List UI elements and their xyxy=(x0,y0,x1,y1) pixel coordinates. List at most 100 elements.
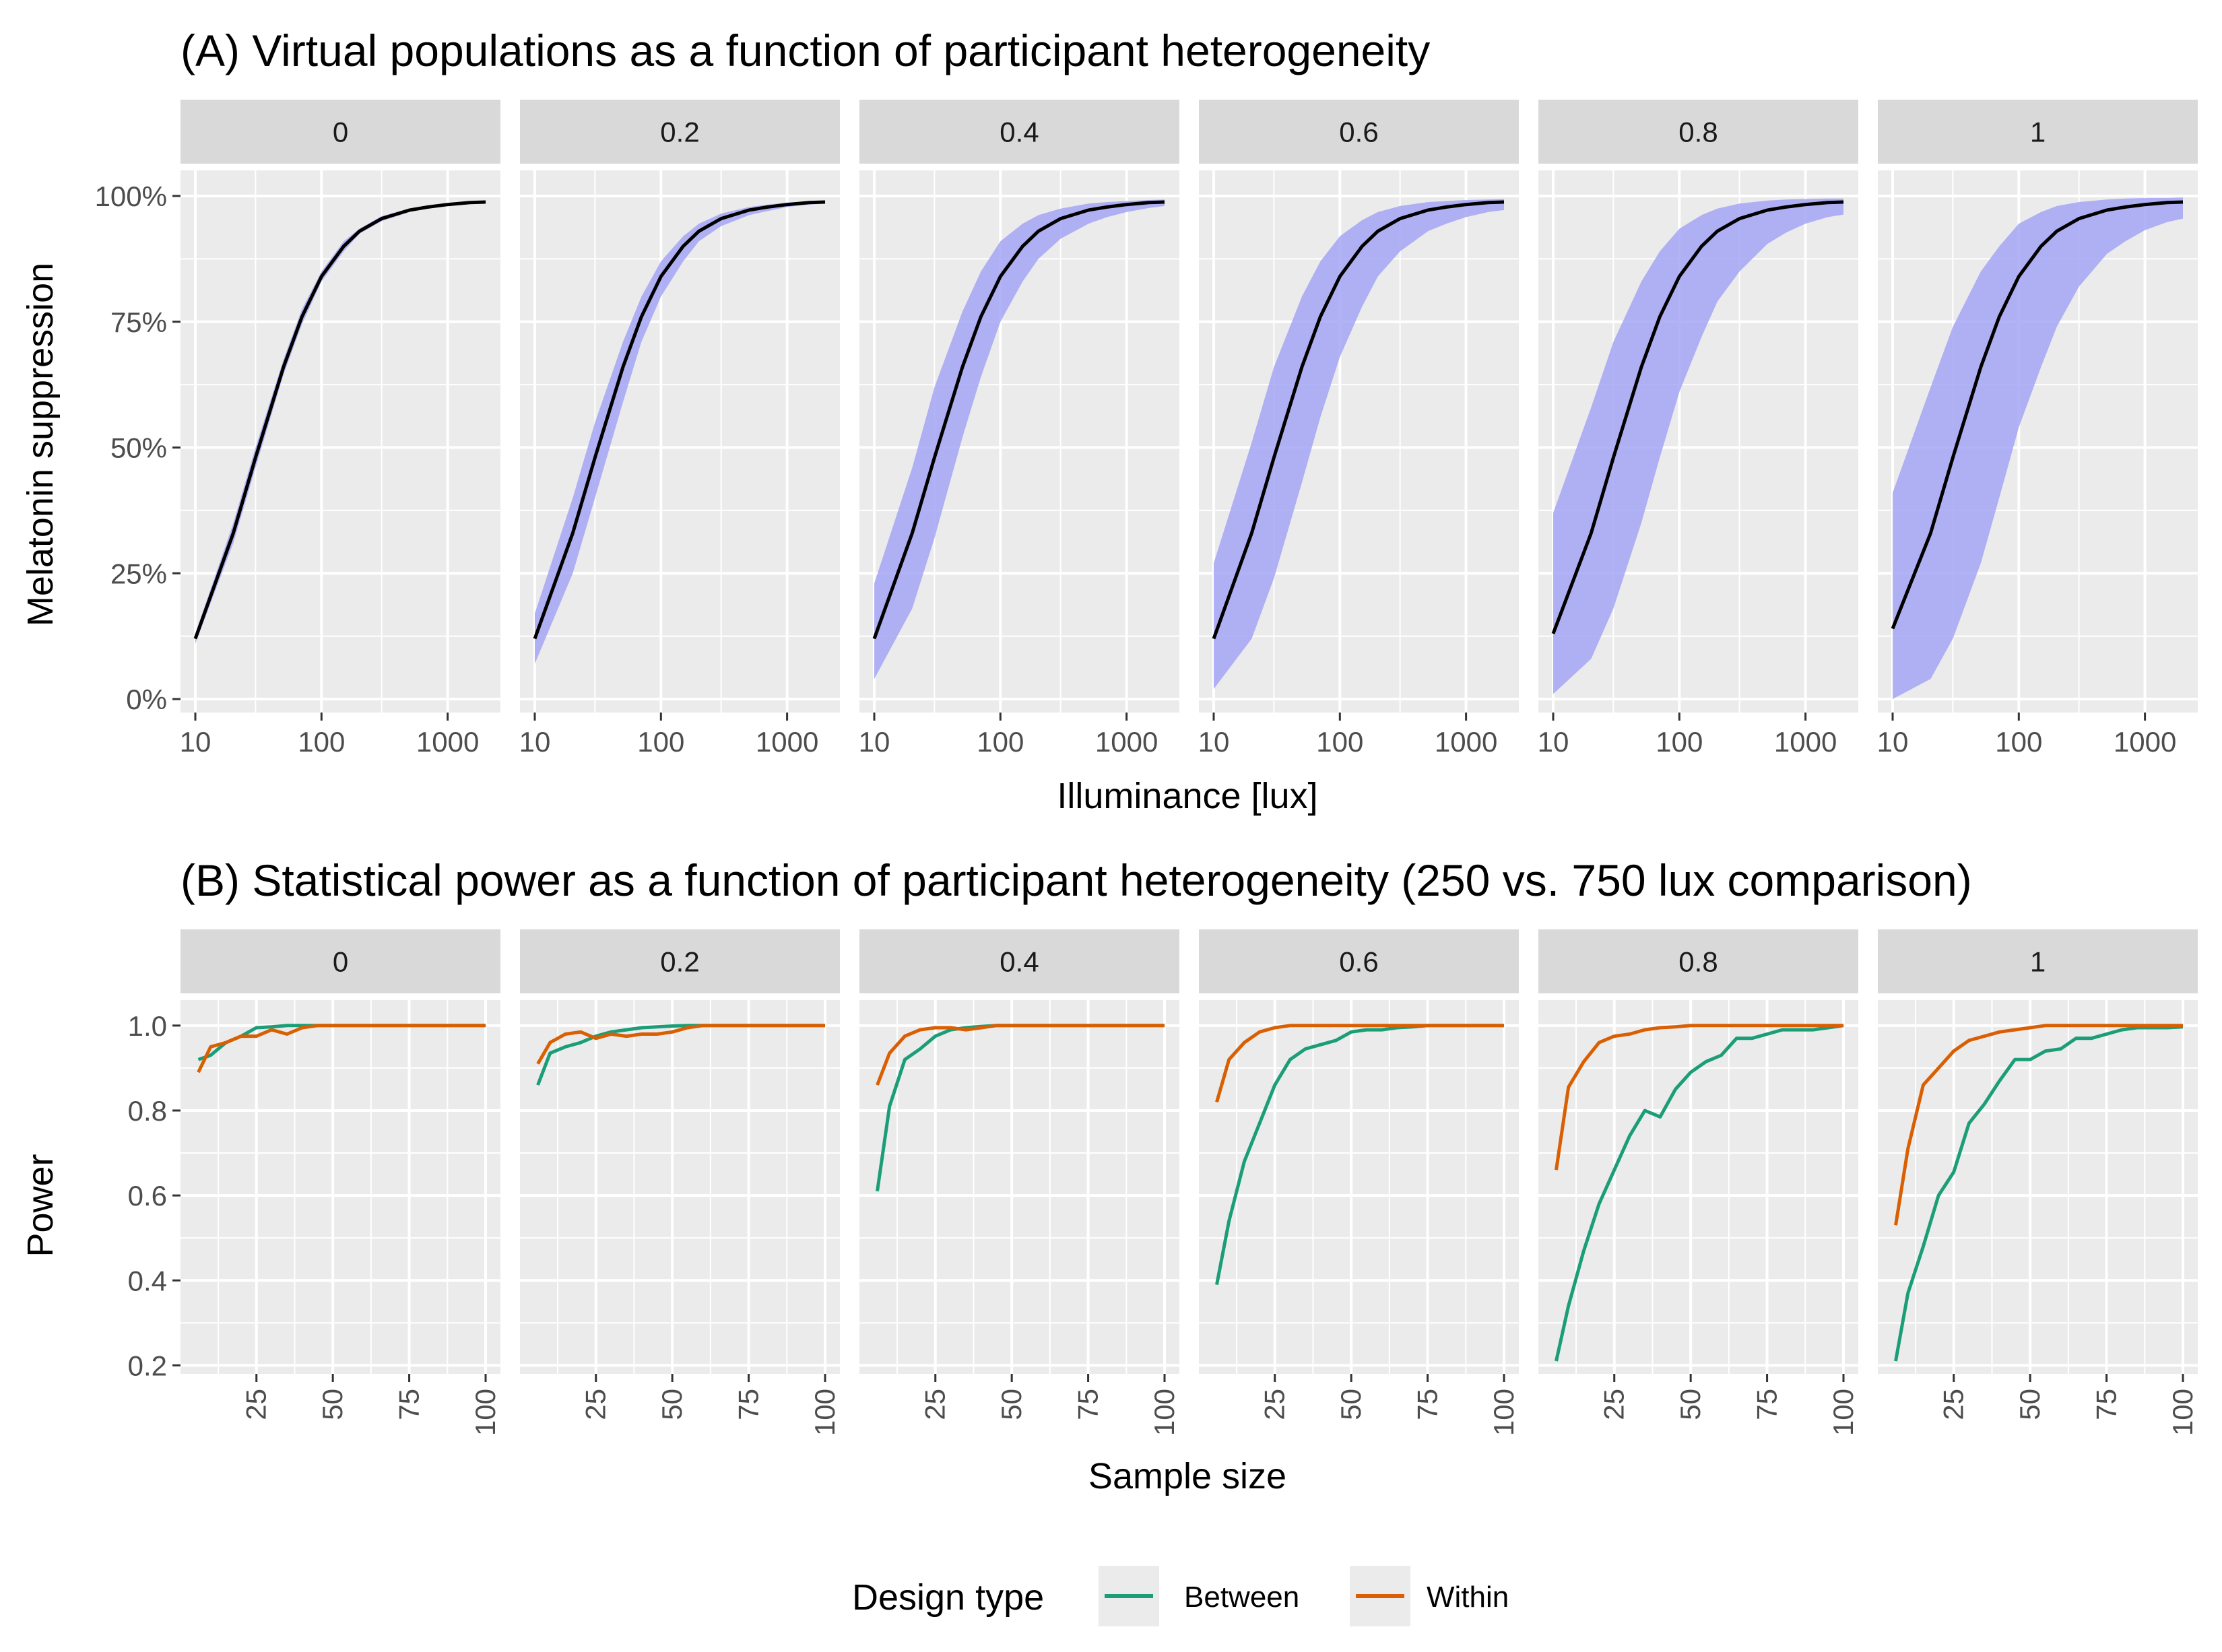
facet-strip xyxy=(859,929,1179,993)
x-tick-label: 10 xyxy=(519,726,551,758)
uncertainty-ribbon xyxy=(535,201,825,664)
x-tick-label: 25 xyxy=(1259,1389,1290,1420)
x-tick-label: 100 xyxy=(809,1389,841,1436)
y-tick-label: 1.0 xyxy=(128,1010,167,1042)
x-tick-label: 100 xyxy=(977,726,1024,758)
chart-b-x-axis-title: Sample size xyxy=(1088,1456,1286,1496)
x-tick-label: 25 xyxy=(1598,1389,1630,1420)
chart-b-plot: 0 25 50 75 100 0.2 0.4 0.6 0.8 1.0 0.2 25 50 75 100 0.4… xyxy=(128,929,2198,1436)
x-tick-label: 1000 xyxy=(1435,726,1497,758)
x-tick-label: 10 xyxy=(1198,726,1230,758)
x-tick-label: 100 xyxy=(1827,1389,1859,1436)
facet-label: 0.6 xyxy=(1339,117,1378,148)
x-tick-label: 50 xyxy=(656,1389,688,1420)
y-tick-label: 0.6 xyxy=(128,1180,167,1212)
facet-label: 0.8 xyxy=(1678,946,1718,978)
facet-label: 0.2 xyxy=(660,117,699,148)
facet-strip xyxy=(1199,929,1519,993)
x-tick-label: 50 xyxy=(317,1389,348,1420)
chart-a-title: (A) Virtual populations as a function of… xyxy=(181,26,1430,75)
power-line-between xyxy=(1555,1024,1844,1362)
power-line-within xyxy=(197,1024,486,1073)
x-tick-label: 100 xyxy=(637,726,684,758)
x-tick-label: 50 xyxy=(2014,1389,2046,1420)
chart-b-y-axis-title: Power xyxy=(20,1154,61,1257)
y-tick-label: 50% xyxy=(110,432,167,464)
y-tick-label: 75% xyxy=(110,306,167,338)
legend: Design type Between Within xyxy=(852,1566,1509,1626)
chart-a-plot: 0 10 100 1000 0% 25% 50% 75% 100% 0.2 10 100 1000 0.4… xyxy=(95,100,2198,758)
y-tick-label: 0.4 xyxy=(128,1265,167,1296)
chart-a-y-axis-title: Melatonin suppression xyxy=(20,263,61,626)
x-tick-label: 50 xyxy=(1674,1389,1706,1420)
mean-curve xyxy=(1551,200,1844,634)
x-tick-label: 50 xyxy=(995,1389,1027,1420)
x-tick-label: 75 xyxy=(1751,1389,1783,1420)
facet-strip xyxy=(1538,100,1858,164)
legend-title: Design type xyxy=(852,1577,1044,1618)
power-line-within xyxy=(876,1024,1165,1086)
x-tick-label: 100 xyxy=(1316,726,1363,758)
x-tick-label: 75 xyxy=(393,1389,425,1420)
x-tick-label: 25 xyxy=(1938,1389,1969,1420)
y-tick-label: 0% xyxy=(126,684,167,715)
x-tick-label: 10 xyxy=(859,726,890,758)
facet-strip xyxy=(1878,100,2198,164)
facet-strip xyxy=(520,100,840,164)
uncertainty-ribbon xyxy=(874,199,1165,680)
x-tick-label: 75 xyxy=(2091,1389,2122,1420)
power-line-within xyxy=(1215,1024,1504,1103)
uncertainty-ribbon xyxy=(1553,198,1843,694)
x-tick-label: 25 xyxy=(919,1389,951,1420)
mean-curve xyxy=(1891,200,2184,630)
facet-label: 0.4 xyxy=(1000,117,1039,148)
facet-label: 1 xyxy=(2030,946,2046,978)
facet-strip xyxy=(520,929,840,993)
x-tick-label: 1000 xyxy=(1095,726,1158,758)
y-tick-label: 25% xyxy=(110,558,167,589)
facet-strip xyxy=(859,100,1179,164)
chart-b-title: (B) Statistical power as a function of p… xyxy=(181,855,1972,905)
x-tick-label: 1000 xyxy=(416,726,479,758)
x-tick-label: 75 xyxy=(1412,1389,1443,1420)
facet-strip xyxy=(181,100,500,164)
x-tick-label: 100 xyxy=(2167,1389,2198,1436)
facet-label: 1 xyxy=(2030,117,2046,148)
facet-label: 0.8 xyxy=(1678,117,1718,148)
facet-strip xyxy=(1199,100,1519,164)
x-tick-label: 100 xyxy=(1656,726,1703,758)
power-line-within xyxy=(1894,1024,2183,1226)
facet-strip xyxy=(1538,929,1858,993)
panel-background xyxy=(1199,1000,1519,1374)
facet-label: 0.6 xyxy=(1339,946,1378,978)
x-tick-label: 1000 xyxy=(756,726,818,758)
uncertainty-ribbon xyxy=(1893,197,2183,699)
x-tick-label: 1000 xyxy=(2114,726,2176,758)
x-tick-label: 25 xyxy=(580,1389,612,1420)
legend-label-within: Within xyxy=(1427,1581,1509,1614)
facet-label: 0.2 xyxy=(660,946,699,978)
legend-label-between: Between xyxy=(1184,1581,1299,1614)
panel-background xyxy=(181,1000,500,1374)
mean-curve xyxy=(533,200,826,640)
x-tick-label: 10 xyxy=(1538,726,1569,758)
facet-strip xyxy=(1878,929,2198,993)
y-tick-label: 100% xyxy=(95,180,167,212)
x-tick-label: 75 xyxy=(1072,1389,1104,1420)
power-line-between xyxy=(1894,1025,2184,1362)
x-tick-label: 75 xyxy=(733,1389,764,1420)
x-tick-label: 100 xyxy=(1488,1389,1520,1436)
x-tick-label: 100 xyxy=(298,726,345,758)
x-tick-label: 100 xyxy=(469,1389,501,1436)
x-tick-label: 10 xyxy=(1877,726,1909,758)
facet-strip xyxy=(181,929,500,993)
uncertainty-ribbon xyxy=(1214,199,1504,690)
facet-label: 0 xyxy=(333,946,348,978)
x-tick-label: 1000 xyxy=(1774,726,1837,758)
chart-a-x-axis-title: Illuminance [lux] xyxy=(1057,776,1317,816)
mean-curve xyxy=(193,200,486,640)
x-tick-label: 25 xyxy=(240,1389,272,1420)
power-line-within xyxy=(536,1024,825,1065)
